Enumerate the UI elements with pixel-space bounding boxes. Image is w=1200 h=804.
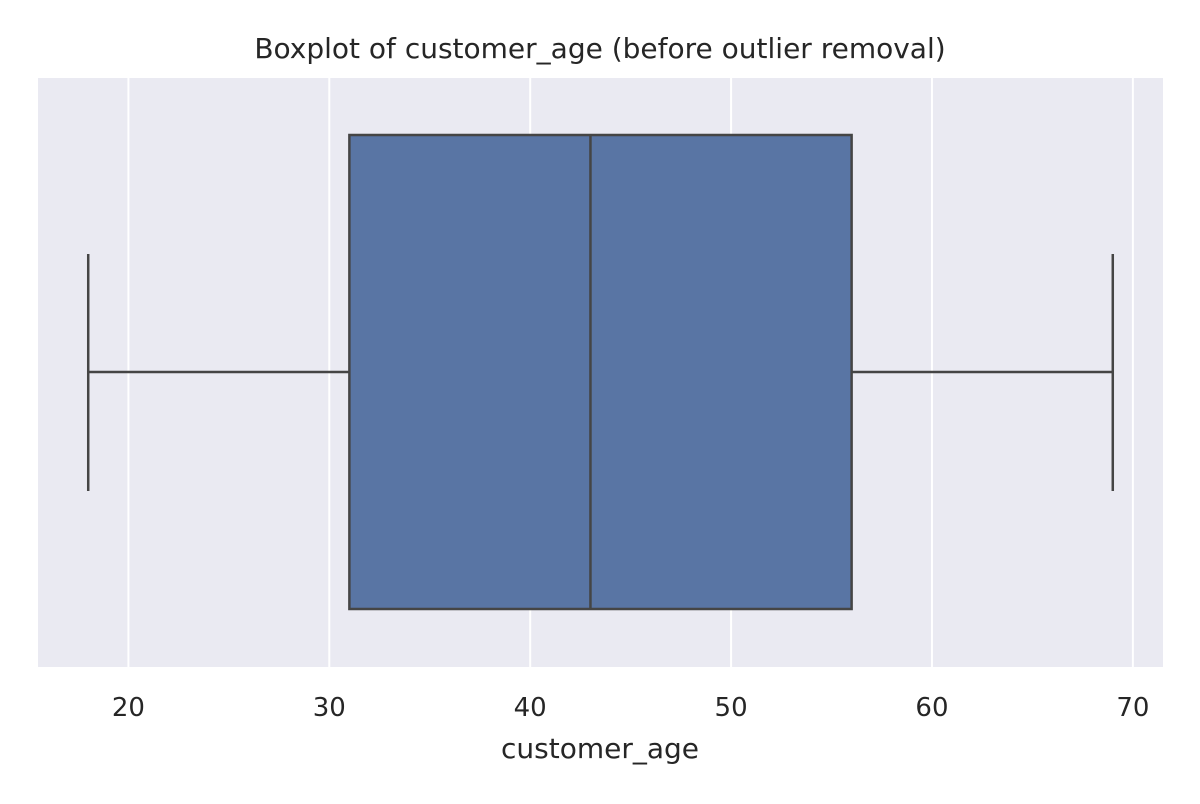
x-tick-label: 20: [112, 693, 145, 723]
x-axis-label: customer_age: [501, 732, 699, 765]
x-tick-label: 50: [715, 693, 748, 723]
x-tick-labels: 20 30 40 50 60 70: [112, 693, 1150, 723]
chart-title: Boxplot of customer_age (before outlier …: [254, 32, 945, 65]
x-tick-label: 60: [915, 693, 948, 723]
iqr-box: [348, 133, 853, 611]
x-tick-label: 30: [313, 693, 346, 723]
box-group: [86, 133, 1115, 611]
x-tick-label: 40: [514, 693, 547, 723]
x-tick-label: 70: [1116, 693, 1149, 723]
